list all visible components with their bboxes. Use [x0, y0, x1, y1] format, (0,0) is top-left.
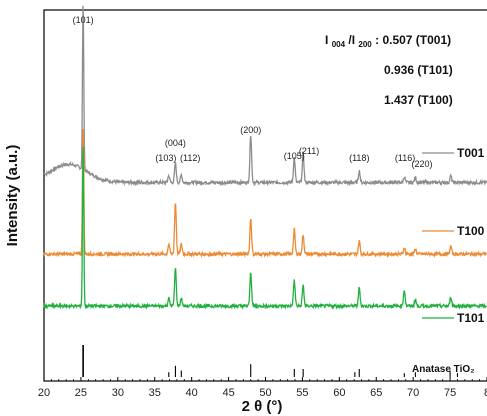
- x-tick-label: 65: [370, 387, 382, 399]
- x-tick-label: 35: [149, 387, 161, 399]
- x-tick-label: 45: [222, 387, 234, 399]
- x-tick-label: 8: [484, 387, 487, 399]
- x-tick-label: 25: [75, 387, 87, 399]
- x-tick-label: 20: [38, 387, 50, 399]
- peak-label: (112): [180, 153, 200, 163]
- peak-label: (211): [299, 146, 319, 156]
- ratio-value-t101: 0.936 (T101): [384, 63, 453, 77]
- intensity-ratio-annotation: I 004 /I 200 : 0.507 (T001): [325, 33, 451, 50]
- reference-lines: [82, 345, 459, 377]
- series-label-t100: T100: [457, 224, 485, 238]
- series-label-t101: T101: [457, 311, 485, 325]
- x-tick-label: 30: [112, 387, 124, 399]
- plot-frame: [43, 9, 487, 382]
- peak-labels: (101) (004) (103) (112) (200) (105)(211) (118)…: [73, 15, 433, 169]
- x-tick-label: 40: [186, 387, 198, 399]
- series-lines: [43, 5, 487, 311]
- peak-label: (105): [284, 151, 305, 161]
- x-axis-ticks: 20 25 30 35 40 45 50 55 60 65 70 75 8: [38, 377, 487, 399]
- x-axis-title: 2 θ (°): [242, 398, 283, 415]
- series-line-t100: [43, 128, 487, 259]
- x-tick-label: 70: [407, 387, 419, 399]
- reference-label: Anatase TiO₂: [412, 364, 475, 375]
- ratio-mid: /I: [348, 33, 355, 47]
- peak-label: (118): [349, 153, 369, 163]
- x-tick-label: 60: [333, 387, 345, 399]
- peak-label: (200): [240, 125, 261, 135]
- ratio-prefix: I: [325, 33, 328, 47]
- y-axis-title: Intensity (a.u.): [4, 145, 21, 247]
- peak-label: (103): [155, 153, 176, 163]
- series-line-t101: [43, 147, 487, 311]
- x-tick-label: 50: [259, 387, 271, 399]
- ratio-sub-1: 004: [332, 40, 346, 49]
- ratio-sub-2: 200: [358, 40, 372, 49]
- x-tick-label: 55: [296, 387, 308, 399]
- series-labels: T001 T100 T101: [422, 146, 485, 325]
- x-tick-label: 75: [444, 387, 456, 399]
- series-line-t001: [43, 5, 487, 187]
- peak-label: (116): [395, 153, 415, 163]
- series-label-t001: T001: [457, 146, 485, 160]
- peak-label: (004): [165, 138, 186, 148]
- ratio-value-t100: 1.437 (T100): [384, 93, 453, 107]
- ratio-value-t001: : 0.507 (T001): [375, 33, 451, 47]
- peak-label: (220): [412, 159, 433, 169]
- peak-label: (101): [73, 15, 94, 25]
